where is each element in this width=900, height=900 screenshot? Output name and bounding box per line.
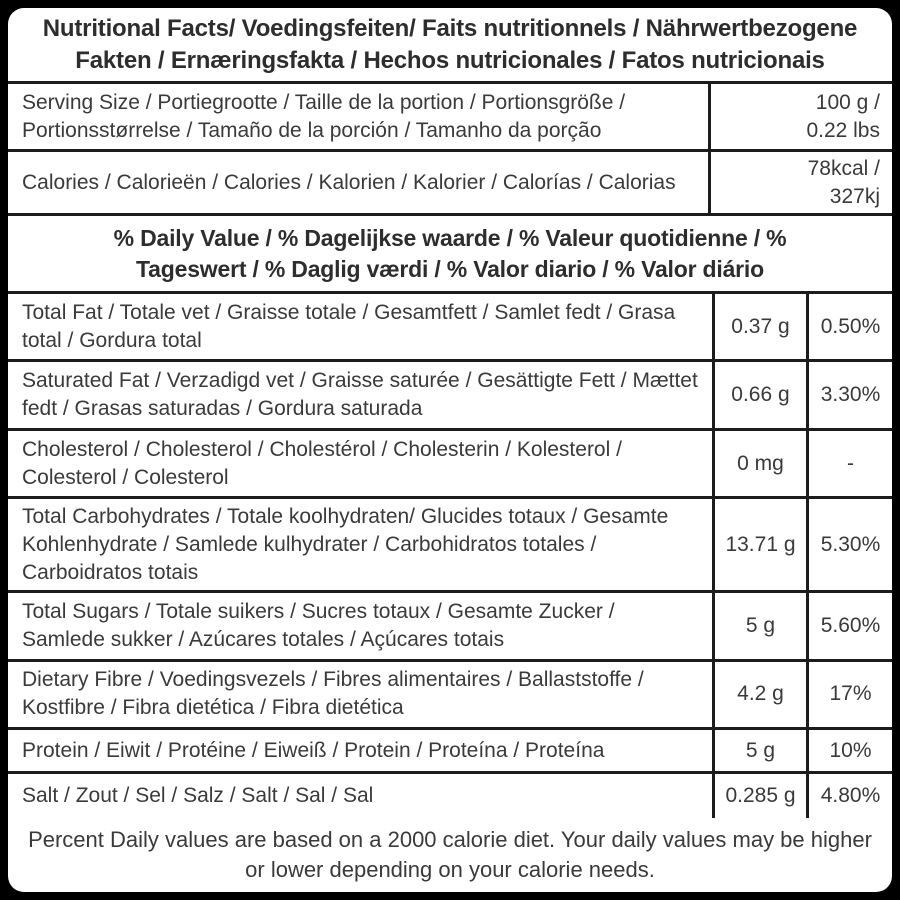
daily-value-heading-row: % Daily Value / % Dagelijkse waarde / % … (8, 216, 892, 295)
nutrient-amount: 13.71 g (712, 499, 806, 591)
nutrient-percent: 4.80% (806, 774, 892, 819)
nutrient-label: Total Sugars / Totale suikers / Sucres t… (22, 599, 615, 651)
nutrient-label: Cholesterol / Cholesterol / Cholestérol … (22, 437, 622, 489)
nutrient-row: Dietary Fibre / Voedingsvezels / Fibres … (8, 661, 892, 731)
nutrient-amount: 0 mg (712, 430, 806, 497)
nutrient-amount: 5 g (712, 593, 806, 659)
nutrient-label: Total Carbohydrates / Totale koolhydrate… (22, 504, 669, 584)
nutrient-label: Saturated Fat / Verzadigd vet / Graisse … (22, 369, 698, 421)
label-title: Nutritional Facts/ Voedingsfeiten/ Faits… (42, 15, 858, 74)
nutrient-percent: 10% (806, 730, 892, 772)
nutrient-amount: 0.285 g (712, 774, 806, 819)
nutrient-label: Protein / Eiwit / Protéine / Eiweiß / Pr… (22, 738, 605, 762)
nutrient-amount: 0.66 g (712, 362, 806, 428)
nutrient-percent: 17% (806, 661, 892, 728)
serving-size-row: Serving Size / Portiegrootte / Taille de… (8, 84, 892, 153)
calories-value: 78kcal / 327kj (708, 152, 892, 214)
nutrient-row: Cholesterol / Cholesterol / Cholestérol … (8, 430, 892, 500)
nutrient-row: Protein / Eiwit / Protéine / Eiweiß / Pr… (8, 730, 892, 775)
nutrient-amount: 0.37 g (712, 294, 806, 360)
serving-size-value: 100 g / 0.22 lbs (708, 84, 892, 150)
serving-size-value-text: 100 g / 0.22 lbs (806, 91, 880, 142)
calories-value-text: 78kcal / 327kj (807, 157, 880, 208)
footnote-text: Percent Daily values are based on a 2000… (28, 827, 872, 883)
calories-label: Calories / Calorieën / Calories / Kalori… (22, 170, 676, 194)
nutrient-row: Total Carbohydrates / Totale koolhydrate… (8, 499, 892, 594)
nutrient-percent: 5.30% (806, 499, 892, 591)
nutrient-row: Total Fat / Totale vet / Graisse totale … (8, 294, 892, 363)
nutrient-amount: 5 g (712, 730, 806, 772)
daily-value-heading: % Daily Value / % Dagelijkse waarde / % … (113, 224, 787, 282)
serving-size-label: Serving Size / Portiegrootte / Taille de… (22, 90, 626, 142)
nutrient-percent: 3.30% (806, 362, 892, 428)
nutrition-facts-label: Nutritional Facts/ Voedingsfeiten/ Faits… (8, 8, 892, 892)
nutrient-label: Dietary Fibre / Voedingsvezels / Fibres … (22, 668, 644, 720)
nutrient-row: Total Sugars / Totale suikers / Sucres t… (8, 593, 892, 662)
calories-row: Calories / Calorieën / Calories / Kalori… (8, 152, 892, 217)
nutrient-label: Total Fat / Totale vet / Graisse totale … (22, 300, 676, 352)
nutrient-row: Saturated Fat / Verzadigd vet / Graisse … (8, 362, 892, 431)
footnote-row: Percent Daily values are based on a 2000… (8, 818, 892, 892)
nutrient-amount: 4.2 g (712, 661, 806, 728)
nutrient-percent: 0.50% (806, 294, 892, 360)
nutrient-percent: - (806, 430, 892, 497)
nutrient-percent: 5.60% (806, 593, 892, 659)
nutrient-row: Salt / Zout / Sel / Salz / Salt / Sal / … (8, 774, 892, 819)
title-row: Nutritional Facts/ Voedingsfeiten/ Faits… (8, 8, 892, 84)
nutrient-label: Salt / Zout / Sel / Salz / Salt / Sal / … (22, 784, 374, 808)
